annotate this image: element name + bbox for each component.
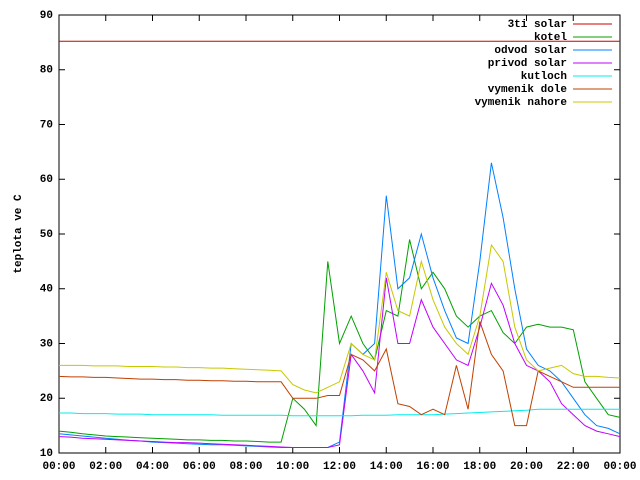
y-tick-label: 40 bbox=[40, 284, 53, 296]
legend-label: odvod solar bbox=[494, 45, 567, 57]
y-tick-label: 60 bbox=[40, 174, 53, 186]
legend-label: vymenik dole bbox=[488, 84, 568, 96]
x-tick-label: 06:00 bbox=[183, 461, 216, 473]
y-axis-label: teplota ve C bbox=[13, 194, 25, 274]
series-line bbox=[59, 408, 620, 417]
x-tick-label: 14:00 bbox=[370, 461, 403, 473]
series-line bbox=[58, 321, 620, 427]
x-tick-label: 20:00 bbox=[510, 461, 543, 473]
x-tick-label: 02:00 bbox=[89, 461, 122, 473]
y-tick-label: 90 bbox=[40, 10, 53, 22]
x-tick-label: 16:00 bbox=[416, 461, 449, 473]
y-tick-label: 20 bbox=[40, 393, 53, 405]
legend-label: kutloch bbox=[521, 71, 567, 83]
legend-label: kotel bbox=[534, 32, 567, 44]
y-tick-label: 50 bbox=[40, 229, 53, 241]
y-tick-label: 80 bbox=[40, 65, 53, 77]
y-tick-label: 30 bbox=[40, 338, 53, 350]
legend-label: vymenik nahore bbox=[475, 97, 568, 109]
series-line bbox=[58, 239, 621, 443]
x-tick-label: 04:00 bbox=[136, 461, 169, 473]
legend-label: privod solar bbox=[488, 58, 567, 70]
series-line bbox=[59, 243, 621, 394]
x-tick-label: 00:00 bbox=[603, 461, 636, 473]
x-tick-label: 22:00 bbox=[557, 461, 590, 473]
series-line bbox=[58, 277, 621, 448]
x-tick-label: 12:00 bbox=[323, 461, 356, 473]
y-tick-label: 10 bbox=[40, 448, 53, 460]
y-tick-label: 70 bbox=[40, 119, 53, 131]
x-tick-label: 00:00 bbox=[42, 461, 75, 473]
legend-label: 3ti solar bbox=[508, 19, 567, 31]
x-tick-label: 10:00 bbox=[276, 461, 309, 473]
x-tick-label: 18:00 bbox=[463, 461, 496, 473]
x-tick-label: 08:00 bbox=[229, 461, 262, 473]
